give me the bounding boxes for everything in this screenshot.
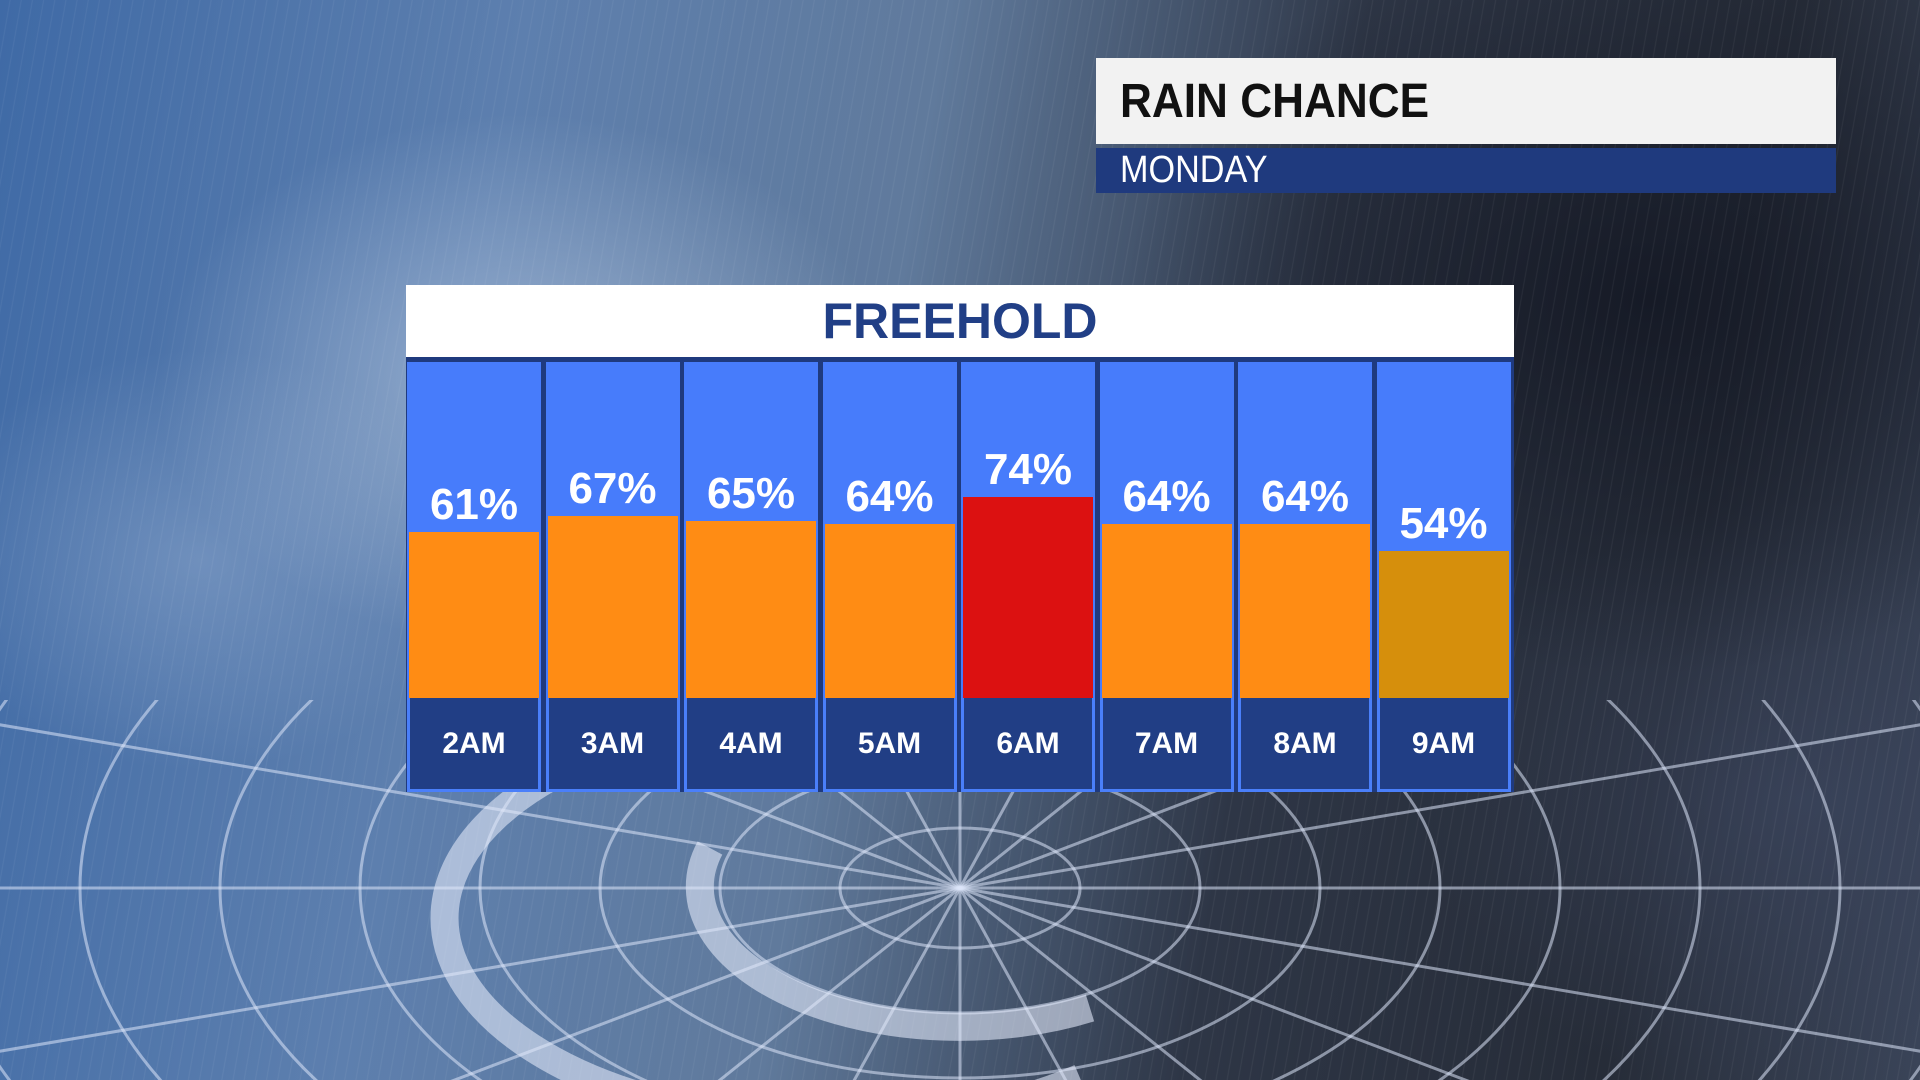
rain-bar <box>824 524 955 698</box>
chart-column: 74% 6AM <box>961 362 1095 792</box>
rain-bar <box>1240 524 1370 698</box>
chart-column: 64% 5AM <box>822 362 957 792</box>
rain-bar <box>1378 551 1509 698</box>
subtitle-banner: MONDAY <box>1096 148 1836 193</box>
percent-label: 61% <box>429 480 519 529</box>
header-divider <box>406 357 1514 362</box>
rain-chance-chart: FREEHOLD 61% 2AM 67% 3AM 65% 4AM <box>406 285 1514 792</box>
chart-column: 65% 4AM <box>684 362 818 792</box>
percent-label: 74% <box>983 445 1073 494</box>
column-background: 67% <box>545 362 680 698</box>
time-label: 7AM <box>1099 698 1234 792</box>
chart-column: 64% 8AM <box>1238 362 1372 792</box>
percent-label: 64% <box>1260 472 1350 521</box>
chart-column: 64% 7AM <box>1099 362 1234 792</box>
time-label: 8AM <box>1238 698 1372 792</box>
time-label: 3AM <box>545 698 680 792</box>
rain-bar <box>409 532 539 698</box>
column-background: 54% <box>1376 362 1511 698</box>
rain-bar <box>963 497 1093 698</box>
rain-bar <box>1101 524 1232 698</box>
column-background: 65% <box>684 362 818 698</box>
percent-label: 67% <box>568 464 657 513</box>
percent-label: 65% <box>706 469 796 518</box>
chart-column: 54% 9AM <box>1376 362 1511 792</box>
time-label: 9AM <box>1376 698 1511 792</box>
rain-bar <box>547 516 678 698</box>
time-label: 2AM <box>407 698 541 792</box>
time-label: 5AM <box>822 698 957 792</box>
day-label: MONDAY <box>1120 149 1268 191</box>
location-title: FREEHOLD <box>822 293 1098 349</box>
column-background: 64% <box>1099 362 1234 698</box>
percent-label: 64% <box>1122 472 1211 521</box>
title-text: RAIN CHANCE <box>1120 74 1430 128</box>
column-background: 61% <box>407 362 541 698</box>
column-background: 64% <box>1238 362 1372 698</box>
title-banner: RAIN CHANCE <box>1096 58 1836 144</box>
percent-label: 64% <box>845 472 934 521</box>
percent-label: 54% <box>1399 499 1488 548</box>
chart-columns: 61% 2AM 67% 3AM 65% 4AM 64% 5AM <box>406 362 1514 792</box>
chart-column: 61% 2AM <box>407 362 541 792</box>
chart-header: FREEHOLD <box>406 285 1514 357</box>
time-label: 6AM <box>961 698 1095 792</box>
time-label: 4AM <box>684 698 818 792</box>
chart-column: 67% 3AM <box>545 362 680 792</box>
column-background: 74% <box>961 362 1095 698</box>
column-background: 64% <box>822 362 957 698</box>
rain-bar <box>686 521 816 698</box>
